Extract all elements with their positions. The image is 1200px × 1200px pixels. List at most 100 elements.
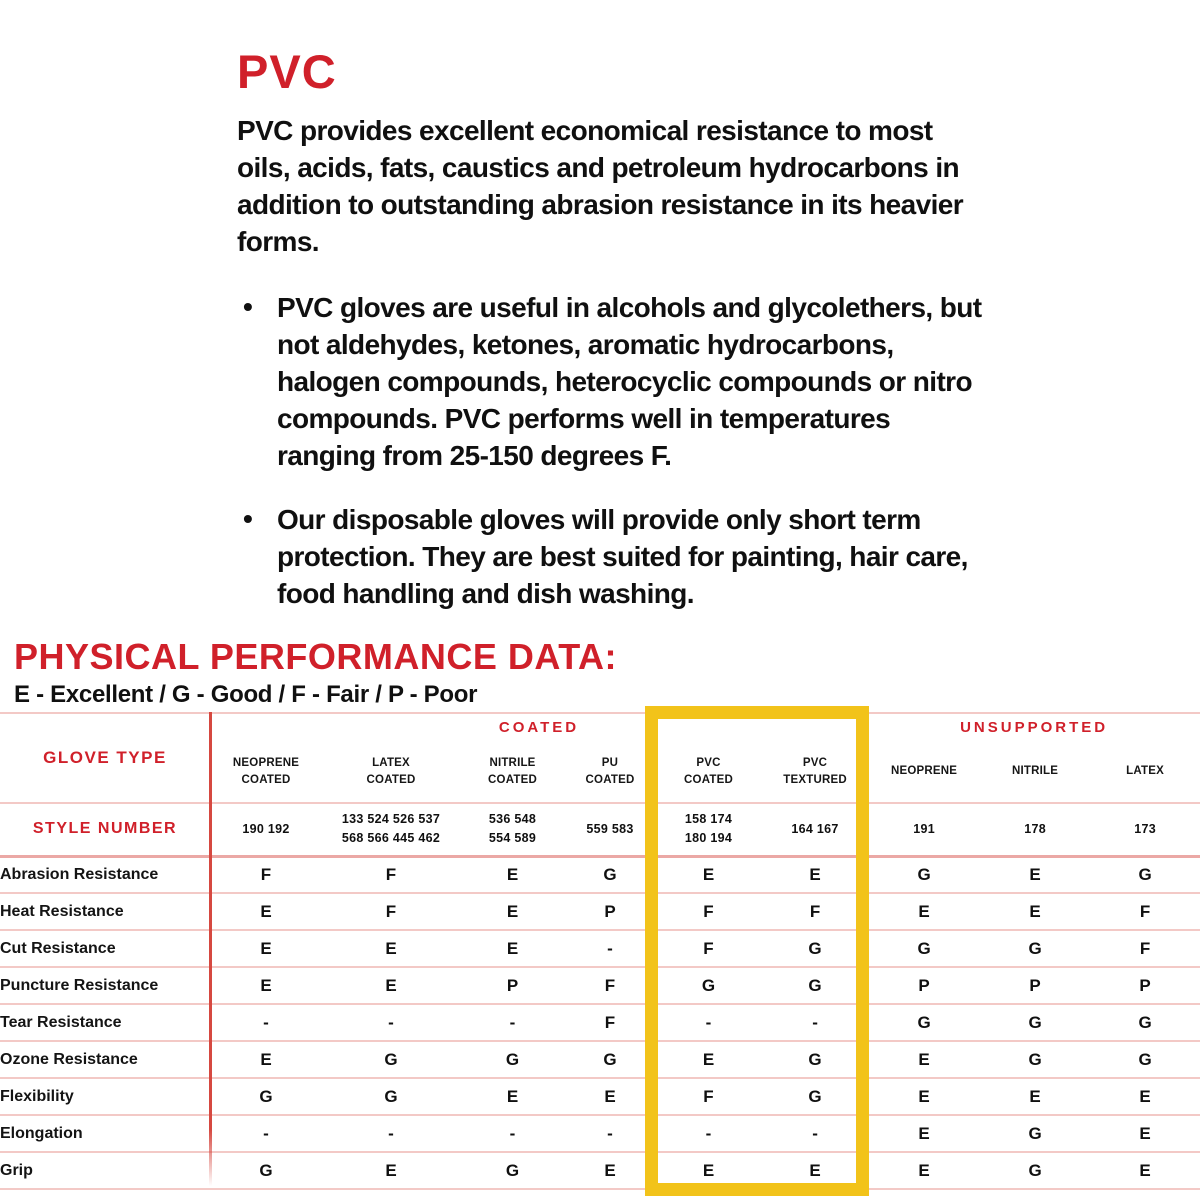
- value-cell: E: [506, 938, 519, 958]
- value-cell: P: [918, 975, 930, 995]
- value-cell: G: [701, 975, 716, 995]
- value-cell: G: [1028, 938, 1042, 958]
- value-cell: F: [1139, 938, 1151, 958]
- value-cell: F: [703, 938, 714, 958]
- value-cell: G: [1028, 1123, 1042, 1143]
- value-cell: -: [263, 1123, 269, 1143]
- value-cell: F: [385, 864, 397, 884]
- value-cell: F: [385, 901, 397, 921]
- intro-section: PVC PVC provides excellent economical re…: [237, 48, 982, 639]
- value-cell: E: [260, 975, 272, 995]
- value-cell: G: [603, 1049, 617, 1069]
- value-cell: G: [603, 864, 617, 884]
- value-cell: G: [1138, 864, 1152, 884]
- glove-type-header: GLOVE TYPE: [43, 748, 167, 767]
- group-label-coated: COATED: [498, 719, 580, 736]
- value-cell: -: [607, 938, 613, 958]
- value-cell: E: [506, 901, 519, 921]
- value-cell: E: [1139, 1086, 1151, 1106]
- style-number-cell: 173: [1134, 821, 1156, 836]
- column-header-pu-coated: PU COATED: [585, 756, 635, 786]
- value-cell: E: [260, 1049, 272, 1069]
- bullet-icon: •: [243, 503, 253, 534]
- column-header-nitrile: NITRILE: [1012, 765, 1059, 778]
- style-number-cell: 190 192: [242, 821, 290, 836]
- value-cell: G: [1028, 1160, 1042, 1180]
- column-header-latex-coated: LATEX COATED: [366, 756, 416, 786]
- value-cell: E: [809, 1160, 821, 1180]
- value-cell: G: [259, 1086, 273, 1106]
- value-cell: -: [812, 1123, 818, 1143]
- value-cell: E: [604, 1086, 616, 1106]
- style-number-cell: 158 174 180 194: [684, 811, 733, 846]
- performance-legend: E - Excellent / G - Good / F - Fair / P …: [14, 681, 478, 708]
- value-cell: G: [1028, 1049, 1042, 1069]
- red-divider-line: [209, 712, 212, 1186]
- value-cell: G: [917, 938, 931, 958]
- table-row: Flexibility G G E E F G E E E: [0, 1078, 1200, 1115]
- group-header-row: GLOVE TYPE COATED UNSUPPORTED: [0, 713, 1200, 767]
- value-cell: -: [388, 1012, 394, 1032]
- value-cell: E: [385, 1160, 397, 1180]
- value-cell: E: [385, 975, 397, 995]
- row-label: Cut Resistance: [0, 939, 116, 957]
- style-number-cell: 536 548 554 589: [488, 811, 537, 846]
- row-label: Grip: [0, 1161, 33, 1179]
- value-cell: E: [918, 1086, 930, 1106]
- value-cell: -: [263, 1012, 269, 1032]
- value-cell: P: [604, 901, 616, 921]
- value-cell: F: [1139, 901, 1151, 921]
- value-cell: E: [918, 1123, 930, 1143]
- value-cell: P: [506, 975, 519, 995]
- row-label: Ozone Resistance: [0, 1050, 138, 1068]
- style-number-cell: 178: [1024, 821, 1046, 836]
- table-row: Tear Resistance - - - F - - G G G: [0, 1004, 1200, 1041]
- value-cell: E: [702, 1049, 715, 1069]
- table-row: Elongation - - - - - - E G E: [0, 1115, 1200, 1152]
- value-cell: G: [259, 1160, 273, 1180]
- value-cell: -: [388, 1123, 394, 1143]
- value-cell: E: [1029, 864, 1041, 884]
- value-cell: E: [1029, 901, 1041, 921]
- value-cell: E: [918, 1160, 930, 1180]
- value-cell: G: [917, 864, 931, 884]
- value-cell: P: [1139, 975, 1151, 995]
- value-cell: F: [604, 975, 616, 995]
- value-cell: E: [506, 864, 519, 884]
- value-cell: G: [808, 1049, 822, 1069]
- table-row: Grip G E G E E E E G E: [0, 1152, 1200, 1189]
- table-row: Abrasion Resistance F F E G E E G E G: [0, 856, 1200, 893]
- group-label-unsupported: UNSUPPORTED: [960, 719, 1109, 736]
- value-cell: -: [509, 1012, 516, 1032]
- value-cell: E: [506, 1086, 519, 1106]
- value-cell: G: [808, 975, 822, 995]
- column-header-pvc-textured: PVC TEXTURED: [783, 756, 847, 786]
- intro-paragraph: PVC provides excellent economical resist…: [237, 115, 964, 257]
- value-cell: E: [809, 864, 821, 884]
- value-cell: -: [705, 1012, 712, 1032]
- bullet-list: • PVC gloves are useful in alcohols and …: [237, 289, 982, 612]
- value-cell: F: [809, 901, 821, 921]
- value-cell: E: [918, 1049, 930, 1069]
- table-row: Heat Resistance E F E P F F E E F: [0, 893, 1200, 930]
- value-cell: F: [703, 1086, 714, 1106]
- bullet-item: • PVC gloves are useful in alcohols and …: [237, 289, 982, 474]
- value-cell: G: [505, 1049, 520, 1069]
- value-cell: P: [1029, 975, 1041, 995]
- column-header-pvc-coated: PVC COATED: [684, 756, 733, 786]
- table-row: Ozone Resistance E G G G E G E G G: [0, 1041, 1200, 1078]
- value-cell: G: [384, 1086, 398, 1106]
- bullet-text: PVC gloves are useful in alcohols and gl…: [277, 292, 982, 471]
- value-cell: E: [604, 1160, 616, 1180]
- style-number-cell: 191: [913, 821, 935, 836]
- column-header-latex: LATEX: [1126, 765, 1165, 778]
- value-cell: E: [702, 864, 715, 884]
- table-row: Puncture Resistance E E P F G G P P P: [0, 967, 1200, 1004]
- performance-table: GLOVE TYPE COATED UNSUPPORTED NEOPRENE COATE…: [0, 712, 1200, 1190]
- value-cell: E: [1139, 1123, 1151, 1143]
- value-cell: G: [808, 1086, 822, 1106]
- value-cell: F: [703, 901, 714, 921]
- bullet-text: Our disposable gloves will provide only …: [277, 504, 968, 609]
- value-cell: G: [808, 938, 822, 958]
- style-number-row: STYLE NUMBER 190 192 133 524 526 537 568 56…: [0, 803, 1200, 856]
